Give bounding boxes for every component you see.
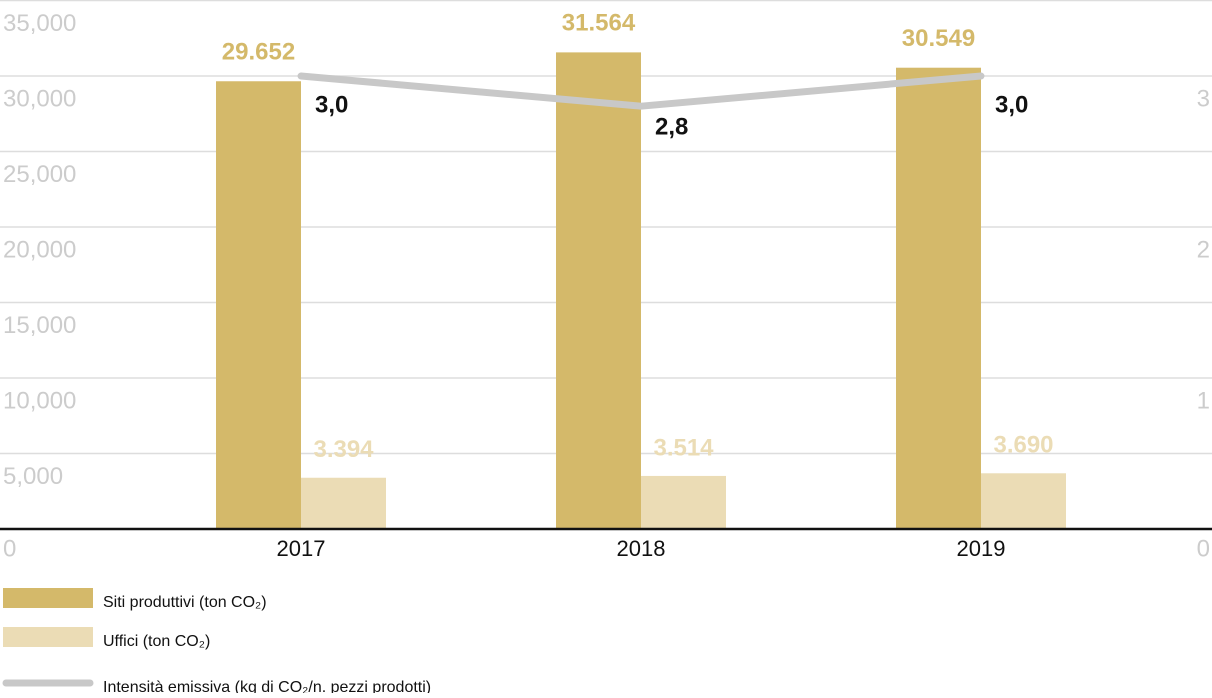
x-tick-label: 2019 bbox=[957, 536, 1006, 561]
y-tick-label: 25,000 bbox=[3, 161, 76, 188]
bar bbox=[556, 52, 641, 529]
bar bbox=[896, 67, 981, 530]
line bbox=[297, 72, 985, 110]
y2-tick-label: 3 bbox=[1197, 85, 1210, 112]
bar-value-label: 3.514 bbox=[653, 434, 714, 461]
y2-tick-label: 1 bbox=[1197, 387, 1210, 414]
x-tick-label: 2017 bbox=[277, 536, 326, 561]
y2-tick-label: 2 bbox=[1197, 236, 1210, 263]
legend-label: Intensità emissiva (kg di CO₂/n. pezzi p… bbox=[103, 679, 431, 693]
y-tick-label: 0 bbox=[3, 535, 16, 562]
legend-label: Uffici (ton CO₂) bbox=[103, 633, 210, 650]
line-value-label: 3,0 bbox=[995, 91, 1028, 118]
legend-label: Siti produttivi (ton CO₂) bbox=[103, 594, 267, 611]
legend-swatch bbox=[3, 588, 93, 608]
bar bbox=[301, 477, 386, 529]
y-tick-label: 20,000 bbox=[3, 236, 76, 263]
bar-value-label: 3.394 bbox=[313, 436, 374, 463]
line-value-label: 2,8 bbox=[655, 114, 688, 141]
bar-value-label: 3.690 bbox=[993, 432, 1053, 459]
legend-swatch bbox=[3, 627, 93, 647]
y-tick-label: 15,000 bbox=[3, 312, 76, 339]
y-tick-label: 30,000 bbox=[3, 85, 76, 112]
bar bbox=[216, 81, 301, 530]
y-tick-label: 35,000 bbox=[3, 10, 76, 37]
y-tick-label: 5,000 bbox=[3, 463, 63, 490]
bar-value-label: 30.549 bbox=[902, 25, 975, 52]
y-tick-label: 10,000 bbox=[3, 387, 76, 414]
line-value-label: 3,0 bbox=[315, 91, 348, 118]
bar-value-label: 31.564 bbox=[562, 10, 636, 37]
y2-tick-label: 0 bbox=[1197, 535, 1210, 562]
bar-value-label: 29.652 bbox=[222, 39, 295, 66]
bar bbox=[641, 475, 726, 529]
bar bbox=[981, 473, 1066, 529]
x-tick-label: 2018 bbox=[617, 536, 666, 561]
